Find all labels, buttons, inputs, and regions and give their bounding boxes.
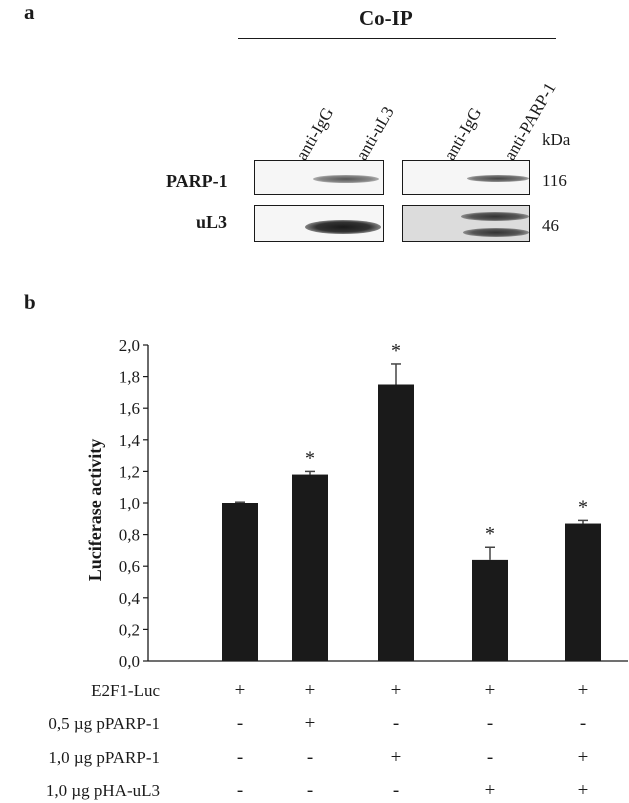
condition-mark: - [237,713,243,734]
condition-mark: - [580,713,586,734]
blot-ul3-left [254,205,384,242]
condition-label: 0,5 µg pPARP-1 [48,714,160,733]
condition-label: E2F1-Luc [91,681,160,700]
condition-mark: + [485,780,496,801]
condition-mark: - [487,713,493,734]
significance-label: * [391,340,401,362]
bar [378,384,414,661]
band [467,175,529,182]
condition-mark: + [305,713,316,734]
row-label-ul3: uL3 [196,212,228,232]
row-label-parp1: PARP-1 [166,171,228,191]
condition-mark: + [391,680,402,701]
y-tick-label: 0,2 [119,620,140,639]
condition-mark: - [487,747,493,768]
y-tick-label: 1,8 [119,368,140,387]
y-tick-label: 0,0 [119,652,140,671]
y-tick-label: 0,6 [119,557,140,576]
band [461,212,529,221]
bar [565,523,601,661]
y-tick-label: 0,8 [119,526,140,545]
y-tick-label: 1,0 [119,494,140,513]
blot-parp1-right [402,160,530,195]
bar [292,474,328,661]
significance-label: * [485,523,495,545]
mw-label-116: 116 [542,171,567,190]
condition-mark: - [307,747,313,768]
y-tick-label: 1,2 [119,462,140,481]
mw-label-46: 46 [542,216,559,235]
condition-mark: - [237,780,243,801]
y-tick-label: 1,6 [119,399,140,418]
y-tick-label: 1,4 [119,431,141,450]
condition-mark: + [578,680,589,701]
coip-title: Co-IP [359,6,413,30]
condition-mark: - [393,780,399,801]
condition-mark: + [578,747,589,768]
significance-label: * [578,496,588,518]
condition-label: 1,0 µg pPARP-1 [48,748,160,767]
panel-b-label: b [24,290,36,314]
panel-a-label: a [24,0,35,24]
y-tick-label: 0,4 [119,589,141,608]
condition-mark: + [485,680,496,701]
condition-label: 1,0 µg pHA-uL3 [46,781,160,800]
band [313,175,379,183]
kda-label: kDa [542,130,571,149]
condition-mark: + [391,747,402,768]
condition-mark: - [307,780,313,801]
condition-mark: + [305,680,316,701]
bar [472,559,508,661]
bar [222,503,258,661]
band [305,220,381,234]
band [463,228,529,237]
coip-bracket-line [238,38,556,39]
condition-mark: + [578,780,589,801]
y-axis-label: Luciferase activity [85,439,105,581]
condition-mark: - [393,713,399,734]
y-tick-label: 2,0 [119,336,140,355]
condition-mark: - [237,747,243,768]
condition-mark: + [235,680,246,701]
blot-parp1-left [254,160,384,195]
significance-label: * [305,447,315,469]
blot-ul3-right [402,205,530,242]
